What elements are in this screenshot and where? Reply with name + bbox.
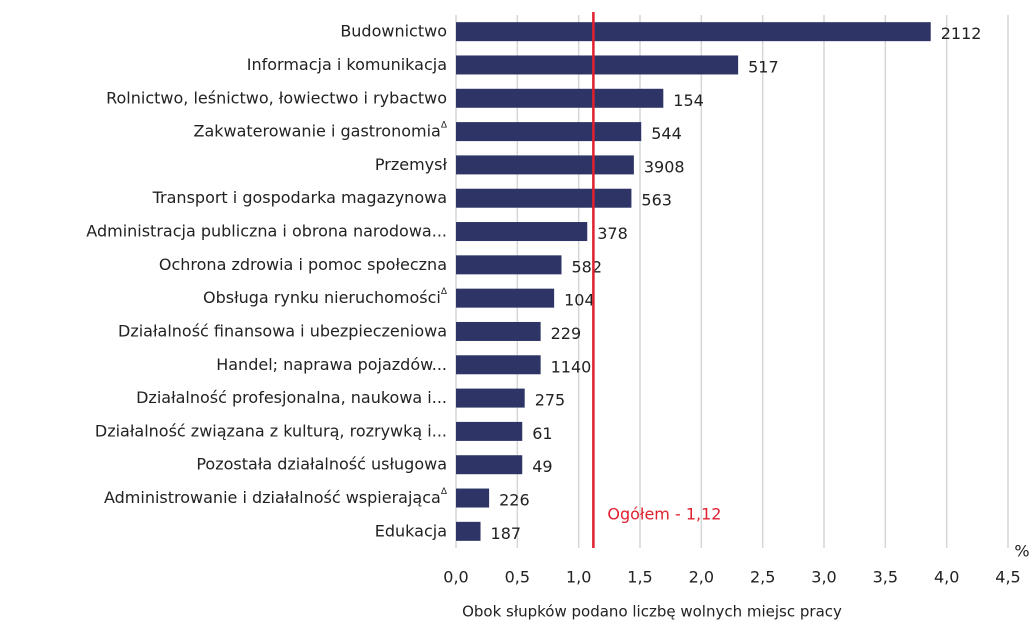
value-label: 226 [499,491,530,510]
category-label: Ochrona zdrowia i pomoc społeczna [159,254,447,273]
x-tick-label: 2,0 [689,568,714,587]
category-text: Zakwaterowanie i gastronomia [193,121,440,140]
category-text: Działalność finansowa i ubezpieczeniowa [118,321,447,340]
category-label: Budownictwo [340,21,447,40]
value-label: 378 [597,224,628,243]
category-mark: Δ [441,487,448,497]
category-mark: Δ [441,120,448,130]
x-tick-label: 3,5 [873,568,898,587]
category-text: Edukacja [375,521,447,540]
x-tick-label: 4,0 [934,568,959,587]
category-label: Przemysł [375,154,448,173]
value-label: 229 [551,324,582,343]
value-label: 1140 [551,357,592,376]
category-text: Budownictwo [340,21,447,40]
category-text: Obsługa rynku nieruchomości [203,288,441,307]
bar [456,222,588,242]
x-tick-label: 1,0 [566,568,591,587]
category-label: Zakwaterowanie i gastronomiaΔ [193,120,447,140]
bar [456,288,555,308]
category-label: Administrowanie i działalność wspierając… [104,487,448,507]
value-label: 49 [532,457,552,476]
value-label: 104 [564,291,595,310]
category-text: Transport i gospodarka magazynowa [152,188,447,207]
category-text: Ochrona zdrowia i pomoc społeczna [159,254,447,273]
category-text: Informacja i komunikacja [247,54,447,73]
value-label: 3908 [644,157,685,176]
value-label: 61 [532,424,552,443]
bar [456,155,634,175]
category-label: Handel; naprawa pojazdów... [216,354,447,373]
bar [456,22,931,42]
bar [456,488,490,508]
x-tick-label: 2,5 [750,568,775,587]
category-label: Działalność związana z kulturą, rozrywką… [95,421,447,440]
category-label: Działalność finansowa i ubezpieczeniowa [118,321,447,340]
footnote: Obok słupków podano liczbę wolnych miejs… [462,603,842,621]
x-unit: % [1014,542,1029,561]
category-text: Rolnictwo, leśnictwo, łowiectwo i rybact… [106,88,447,107]
bar [456,122,642,142]
value-label: 563 [641,191,672,210]
bar [456,255,562,275]
bar [456,321,541,341]
x-tick-label: 0,5 [505,568,530,587]
bar [456,355,541,375]
category-text: Działalność związana z kulturą, rozrywką… [95,421,447,440]
bar [456,455,523,475]
x-tick-label: 1,5 [627,568,652,587]
category-text: Działalność profesjonalna, naukowa i... [136,388,447,407]
category-label: Obsługa rynku nieruchomościΔ [203,287,448,307]
bar [456,55,739,75]
bar [456,188,632,208]
category-label: Informacja i komunikacja [247,54,447,73]
value-label: 582 [571,257,602,276]
value-label: 544 [651,124,682,143]
category-label: Edukacja [375,521,447,540]
category-label: Pozostała działalność usługowa [196,454,447,473]
category-label: Transport i gospodarka magazynowa [152,188,447,207]
category-mark: Δ [441,287,448,297]
value-label: 187 [491,524,522,543]
category-label: Działalność profesjonalna, naukowa i... [136,388,447,407]
bar [456,421,523,441]
bar [456,521,481,541]
category-label: Administracja publiczna i obrona narodow… [86,221,447,240]
category-text: Administracja publiczna i obrona narodow… [86,221,447,240]
x-tick-label: 0,0 [443,568,468,587]
category-text: Pozostała działalność usługowa [196,454,447,473]
bar [456,88,664,108]
category-text: Przemysł [375,154,448,173]
value-label: 517 [748,57,779,76]
x-tick-label: 3,0 [811,568,836,587]
value-label: 154 [673,91,704,110]
category-text: Administrowanie i działalność wspierając… [104,488,441,507]
reference-label: Ogółem - 1,12 [607,505,721,524]
bar [456,388,525,408]
value-label: 275 [535,391,566,410]
value-label: 2112 [941,24,982,43]
category-label: Rolnictwo, leśnictwo, łowiectwo i rybact… [106,88,447,107]
category-text: Handel; naprawa pojazdów... [216,354,447,373]
x-tick-label: 4,5 [995,568,1020,587]
